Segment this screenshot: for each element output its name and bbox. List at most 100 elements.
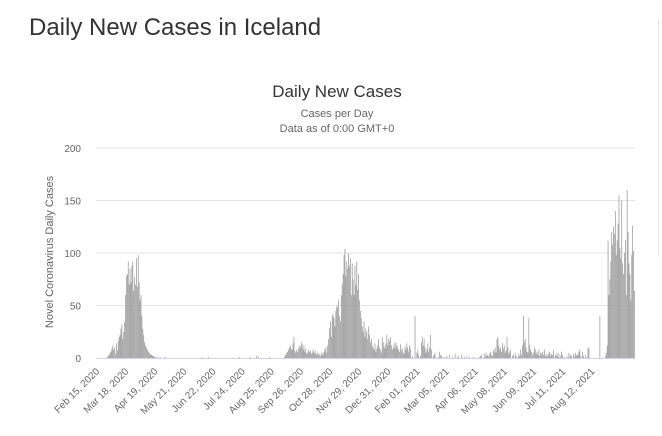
- bar: [288, 349, 289, 358]
- bar: [373, 349, 375, 358]
- bar: [249, 356, 251, 358]
- bar: [367, 339, 369, 358]
- bar: [380, 349, 381, 358]
- bar: [507, 347, 509, 358]
- page-title: Daily New Cases in Iceland: [29, 14, 322, 41]
- bar: [389, 341, 390, 358]
- bar: [362, 331, 364, 358]
- bar: [150, 354, 152, 358]
- bar: [409, 345, 410, 358]
- bar: [521, 354, 522, 358]
- bar: [135, 284, 136, 358]
- bar: [407, 347, 409, 358]
- bar: [588, 348, 590, 358]
- bar: [402, 352, 404, 358]
- bar: [427, 343, 429, 358]
- bar: [381, 337, 383, 358]
- bar: [143, 334, 145, 358]
- bar: [491, 354, 492, 358]
- bar: [351, 263, 353, 358]
- bar: [617, 223, 619, 358]
- y-tick-label: 150: [64, 197, 81, 208]
- bar: [385, 343, 387, 358]
- bar: [136, 258, 137, 358]
- bar: [129, 268, 131, 358]
- bar: [443, 356, 445, 358]
- bar: [555, 355, 557, 358]
- bar: [414, 316, 416, 358]
- bar: [411, 355, 413, 358]
- bar: [289, 347, 290, 358]
- bar: [390, 345, 392, 358]
- bar: [383, 346, 385, 358]
- bar: [113, 349, 115, 358]
- bar: [124, 322, 125, 358]
- bar: [379, 347, 380, 358]
- bar: [479, 356, 481, 358]
- bar: [382, 342, 384, 358]
- bar: [519, 355, 521, 358]
- bar: [201, 356, 203, 358]
- bar: [115, 353, 116, 358]
- bar: [313, 351, 315, 358]
- bar: [371, 345, 373, 358]
- bar: [384, 348, 386, 358]
- bar: [583, 355, 584, 358]
- bar: [490, 351, 491, 358]
- bar: [284, 355, 286, 358]
- bar: [469, 356, 471, 358]
- bar: [611, 232, 613, 358]
- bar: [533, 352, 534, 358]
- bar: [293, 337, 295, 358]
- bar: [350, 295, 352, 358]
- bar: [420, 355, 421, 358]
- bar: [121, 324, 123, 358]
- bar: [518, 353, 520, 358]
- bar: [319, 354, 320, 358]
- bar: [426, 349, 428, 358]
- bar: [520, 349, 522, 358]
- grid-lines: [96, 147, 635, 306]
- bar: [538, 349, 540, 358]
- bar: [142, 328, 144, 358]
- bar: [296, 349, 298, 358]
- bar: [505, 350, 507, 358]
- bar: [294, 350, 296, 358]
- bar: [421, 342, 422, 358]
- bar: [298, 348, 299, 358]
- bar: [397, 347, 399, 358]
- bar: [540, 352, 542, 358]
- bar: [613, 226, 614, 358]
- bar: [312, 349, 314, 358]
- bar: [305, 348, 307, 358]
- bar: [299, 345, 300, 358]
- bar: [314, 353, 316, 358]
- bar: [502, 343, 503, 358]
- bar: [485, 352, 487, 358]
- bar: [324, 349, 326, 358]
- bar: [607, 240, 609, 358]
- bar: [515, 355, 517, 358]
- bar: [606, 345, 608, 358]
- bar: [494, 347, 496, 358]
- bar: [309, 351, 310, 358]
- bar: [569, 356, 571, 358]
- bar: [366, 331, 368, 358]
- bar: [424, 347, 426, 358]
- bar: [378, 339, 379, 358]
- bar: [300, 342, 302, 358]
- bar: [488, 356, 490, 358]
- bar: [543, 349, 545, 358]
- bar: [320, 352, 322, 358]
- bar: [472, 356, 474, 358]
- y-tick-labels: 0 50 100 150 200: [64, 144, 81, 365]
- bar: [137, 255, 139, 358]
- bar: [404, 346, 406, 358]
- bar: [486, 355, 488, 358]
- bar: [126, 274, 128, 358]
- bar: [116, 343, 117, 358]
- bar: [525, 347, 527, 358]
- bar: [584, 354, 586, 358]
- y-tick-label: 100: [64, 249, 81, 260]
